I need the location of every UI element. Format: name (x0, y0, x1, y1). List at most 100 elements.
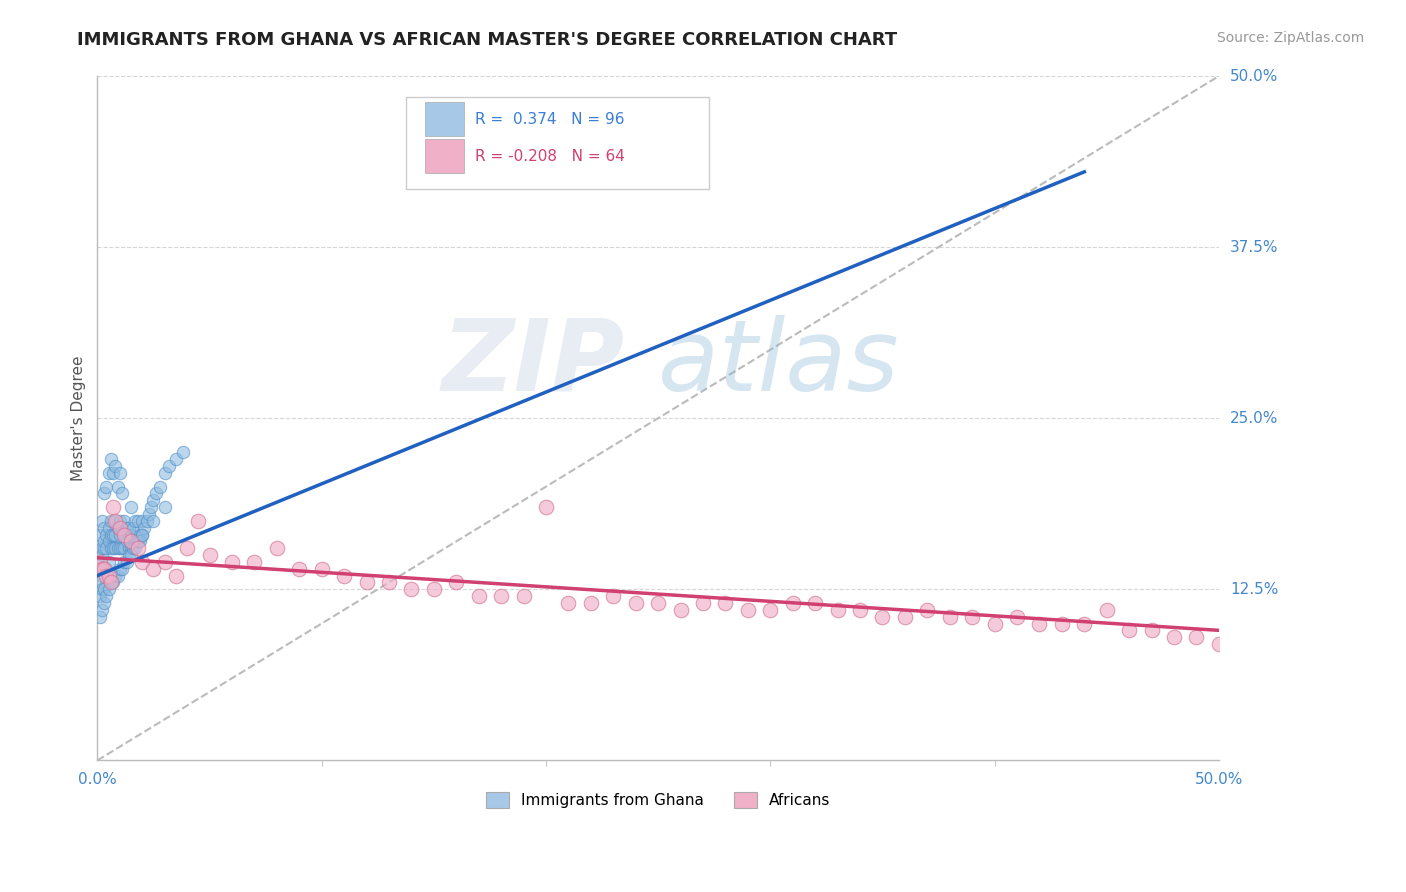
Point (134, 521, 156, 535)
Point (124, 534, 146, 549)
Point (142, 493, 165, 508)
Text: 25.0%: 25.0% (1230, 410, 1278, 425)
Point (111, 541, 134, 556)
Point (602, 589, 624, 603)
Point (101, 575, 124, 590)
Point (100, 452, 122, 467)
Point (108, 541, 131, 556)
Point (108, 562, 131, 576)
Point (108, 527, 131, 541)
Point (1118, 624, 1140, 638)
Point (311, 562, 333, 576)
Point (115, 555, 138, 569)
Point (97, 582, 120, 597)
Point (108, 466, 131, 480)
Point (122, 521, 145, 535)
Point (100, 575, 122, 590)
Point (127, 541, 149, 556)
Point (149, 480, 172, 494)
FancyBboxPatch shape (406, 96, 709, 189)
Text: R =  0.374   N = 96: R = 0.374 N = 96 (475, 112, 624, 127)
Point (142, 562, 165, 576)
Point (101, 527, 124, 541)
Point (115, 521, 138, 535)
Point (124, 514, 146, 528)
Point (127, 534, 149, 549)
Point (1163, 630, 1185, 644)
Point (108, 514, 131, 528)
Point (122, 541, 145, 556)
Point (333, 568, 356, 582)
Point (90, 603, 112, 617)
Point (108, 521, 131, 535)
Point (120, 500, 142, 515)
Point (141, 500, 163, 515)
Text: 12.5%: 12.5% (1230, 582, 1278, 597)
Point (93, 562, 115, 576)
Point (1005, 609, 1028, 624)
Point (96, 568, 118, 582)
Point (172, 445, 194, 459)
Point (100, 575, 122, 590)
Point (165, 568, 187, 582)
Point (90, 568, 112, 582)
Point (187, 514, 209, 528)
Point (1208, 637, 1230, 651)
Point (90, 514, 112, 528)
Point (96, 480, 118, 494)
Point (129, 534, 152, 549)
Point (122, 541, 145, 556)
Point (118, 548, 141, 562)
Point (378, 575, 401, 590)
Point (93, 596, 115, 610)
Point (97, 534, 120, 549)
Point (127, 514, 149, 528)
Point (89, 589, 111, 603)
Text: R = -0.208   N = 64: R = -0.208 N = 64 (475, 149, 626, 163)
Point (89, 575, 111, 590)
Point (104, 568, 127, 582)
Point (423, 582, 446, 597)
Point (938, 609, 960, 624)
Point (104, 459, 127, 474)
Point (93, 521, 115, 535)
Text: 37.5%: 37.5% (1230, 240, 1278, 254)
Point (692, 596, 714, 610)
Text: Source: ZipAtlas.com: Source: ZipAtlas.com (1216, 31, 1364, 45)
Point (100, 541, 122, 556)
Point (90, 548, 112, 562)
Point (669, 603, 692, 617)
Point (872, 609, 894, 624)
Point (446, 575, 468, 590)
Point (104, 514, 127, 528)
Point (221, 555, 243, 569)
Point (107, 541, 129, 556)
Point (97, 555, 120, 569)
Point (112, 527, 135, 541)
Point (142, 514, 165, 528)
Point (101, 541, 124, 556)
Point (153, 466, 176, 480)
Point (107, 480, 129, 494)
Point (104, 514, 127, 528)
Point (120, 548, 142, 562)
Point (1028, 616, 1050, 631)
Point (89, 555, 111, 569)
Point (97, 568, 120, 582)
Point (131, 514, 153, 528)
Point (96, 541, 118, 556)
Text: ZIP: ZIP (441, 315, 624, 412)
Point (1140, 624, 1163, 638)
Point (1095, 603, 1118, 617)
Point (759, 603, 782, 617)
Point (579, 596, 602, 610)
Point (153, 500, 176, 515)
Point (135, 514, 157, 528)
Point (96, 562, 118, 576)
Point (89, 527, 111, 541)
Point (112, 541, 135, 556)
Point (129, 527, 152, 541)
Point (112, 527, 135, 541)
Point (120, 534, 142, 549)
Point (894, 609, 917, 624)
